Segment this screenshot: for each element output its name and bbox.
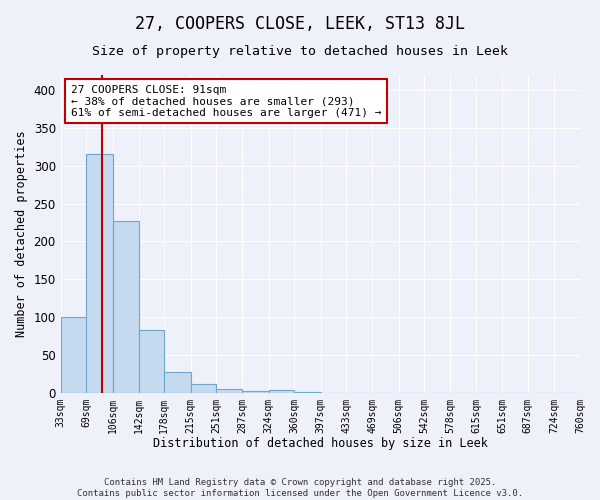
Text: 27 COOPERS CLOSE: 91sqm
← 38% of detached houses are smaller (293)
61% of semi-d: 27 COOPERS CLOSE: 91sqm ← 38% of detache… — [71, 84, 382, 117]
Bar — [242, 391, 269, 392]
Text: Size of property relative to detached houses in Leek: Size of property relative to detached ho… — [92, 45, 508, 58]
Bar — [139, 330, 164, 392]
Text: Contains HM Land Registry data © Crown copyright and database right 2025.
Contai: Contains HM Land Registry data © Crown c… — [77, 478, 523, 498]
Bar — [217, 389, 242, 392]
Bar — [191, 384, 217, 392]
Bar — [113, 221, 139, 392]
X-axis label: Distribution of detached houses by size in Leek: Distribution of detached houses by size … — [153, 437, 488, 450]
Text: 27, COOPERS CLOSE, LEEK, ST13 8JL: 27, COOPERS CLOSE, LEEK, ST13 8JL — [135, 15, 465, 33]
Bar — [164, 372, 191, 392]
Bar — [86, 154, 113, 392]
Bar — [61, 317, 86, 392]
Bar — [269, 390, 294, 392]
Y-axis label: Number of detached properties: Number of detached properties — [15, 130, 28, 337]
